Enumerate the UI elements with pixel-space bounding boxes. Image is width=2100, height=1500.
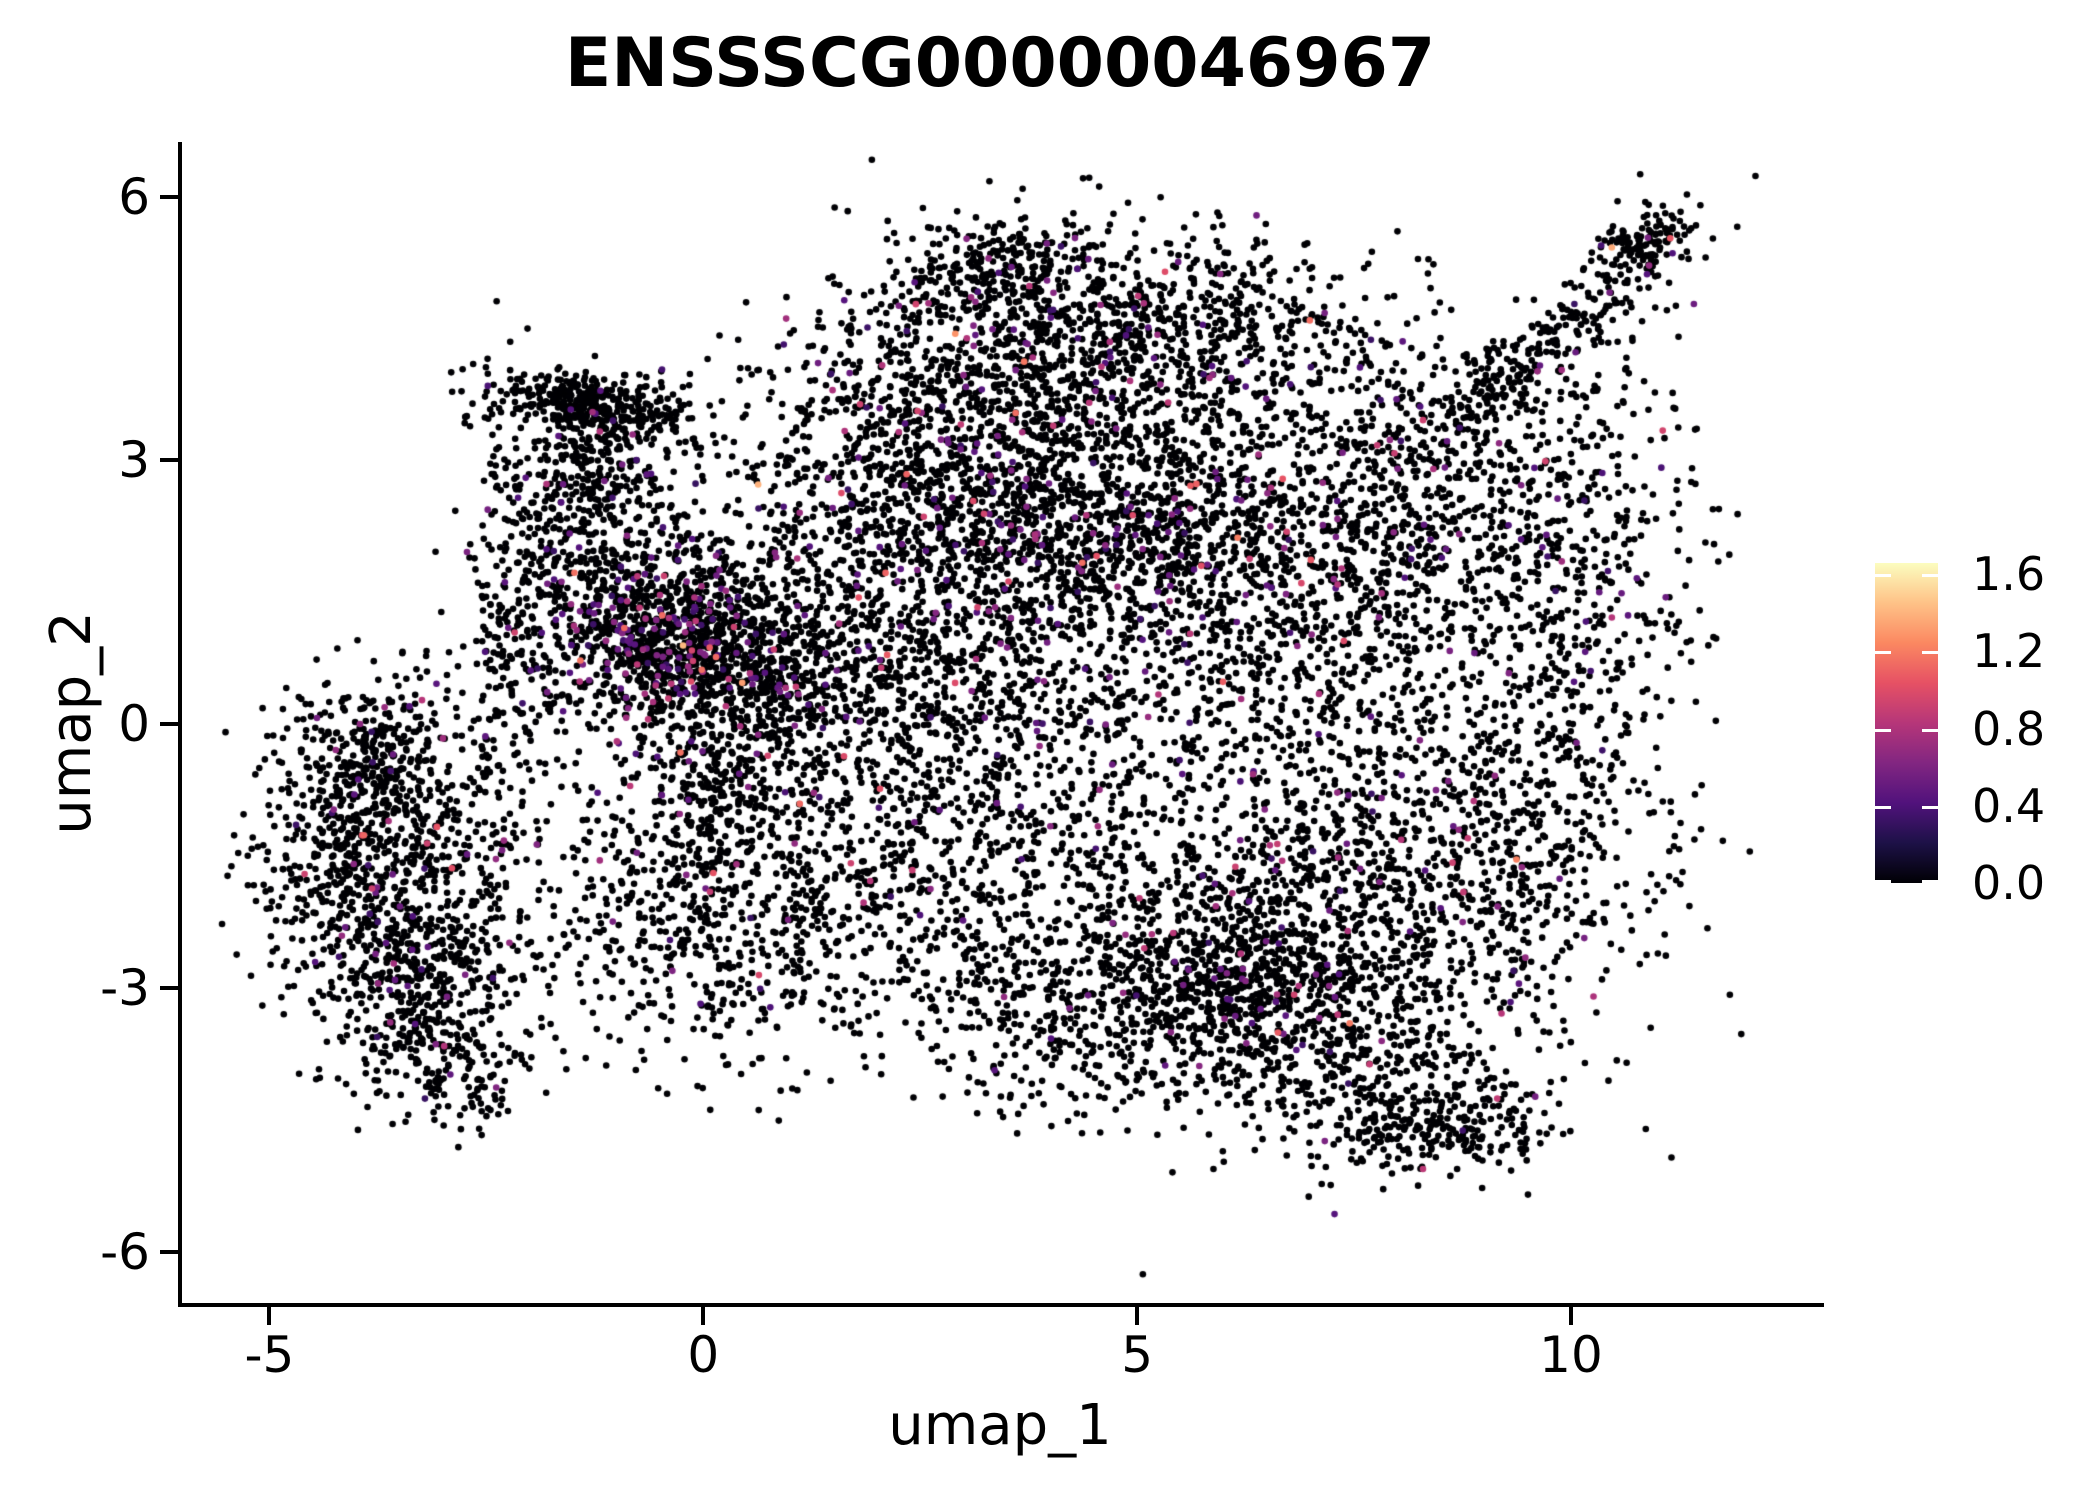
x-tick-label: 10 bbox=[1539, 1326, 1603, 1384]
colorbar-tick-mark bbox=[1875, 805, 1891, 809]
y-tick-label: 3 bbox=[118, 431, 150, 490]
colorbar-tick-mark bbox=[1922, 728, 1938, 732]
y-tick-mark bbox=[160, 722, 178, 727]
colorbar-tick-mark bbox=[1875, 880, 1891, 883]
x-axis-title: umap_1 bbox=[888, 1393, 1112, 1458]
x-tick-mark bbox=[1135, 1307, 1140, 1325]
colorbar-tick-label: 0.0 bbox=[1972, 856, 2046, 910]
expression-colorbar bbox=[1875, 563, 1938, 883]
colorbar-tick-label: 1.2 bbox=[1972, 624, 2046, 679]
x-axis-line bbox=[178, 1303, 1824, 1307]
colorbar-tick-mark bbox=[1875, 574, 1891, 577]
y-tick-label: 6 bbox=[118, 167, 150, 226]
colorbar-tick-mark bbox=[1875, 728, 1891, 732]
colorbar-tick-mark bbox=[1922, 880, 1938, 883]
x-tick-label: 0 bbox=[687, 1326, 720, 1384]
y-tick-mark bbox=[160, 194, 178, 199]
y-tick-label: -6 bbox=[100, 1222, 150, 1281]
colorbar-tick-mark bbox=[1875, 651, 1891, 655]
x-tick-label: 5 bbox=[1121, 1326, 1153, 1384]
colorbar-tick-label: 1.6 bbox=[1972, 547, 2046, 601]
colorbar-tick-mark bbox=[1922, 651, 1938, 655]
colorbar-tick-mark bbox=[1922, 574, 1938, 577]
x-tick-mark bbox=[701, 1307, 706, 1325]
x-tick-mark bbox=[267, 1307, 272, 1325]
y-tick-label: 0 bbox=[118, 695, 150, 754]
x-tick-label: -5 bbox=[244, 1326, 295, 1384]
colorbar-gradient bbox=[1875, 563, 1938, 883]
chart-title: ENSSSCG00000046967 bbox=[564, 24, 1436, 103]
x-tick-mark bbox=[1568, 1307, 1573, 1325]
colorbar-tick-label: 0.4 bbox=[1972, 778, 2046, 833]
y-axis-title: umap_2 bbox=[39, 611, 104, 835]
y-tick-mark bbox=[160, 458, 178, 463]
colorbar-tick-label: 0.8 bbox=[1972, 701, 2046, 756]
y-axis-line bbox=[178, 142, 182, 1307]
y-tick-label: -3 bbox=[100, 959, 150, 1018]
y-tick-mark bbox=[160, 1249, 178, 1254]
colorbar-tick-mark bbox=[1922, 805, 1938, 809]
y-tick-mark bbox=[160, 986, 178, 991]
